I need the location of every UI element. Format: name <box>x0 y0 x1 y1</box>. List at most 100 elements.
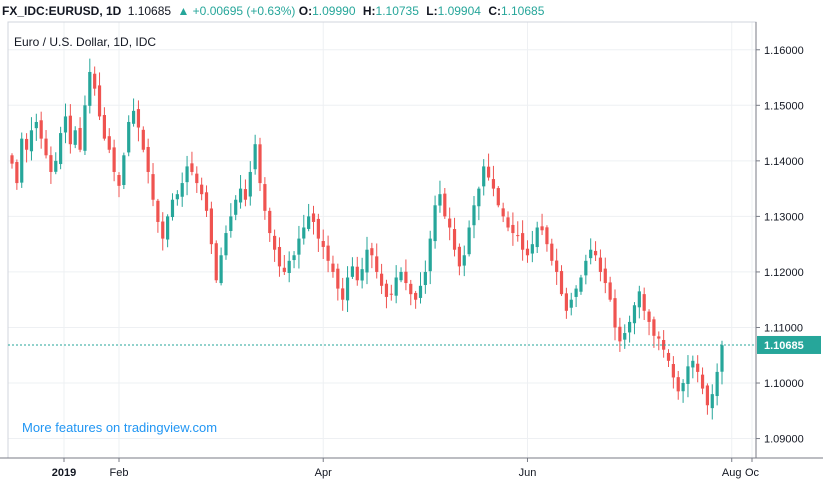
candle-body <box>608 282 612 300</box>
candle-body <box>15 162 19 184</box>
candle-body <box>710 394 714 409</box>
candle-body <box>491 179 496 189</box>
candle-body <box>185 166 189 183</box>
time-tick-label: Feb <box>110 467 129 479</box>
candle-body <box>686 366 690 384</box>
candle-body <box>243 189 248 200</box>
candle-body <box>326 245 330 261</box>
candle-body <box>355 266 359 281</box>
candle-body <box>273 235 277 250</box>
open-label: O: <box>298 4 313 18</box>
candle-body <box>234 199 238 215</box>
candle-body <box>282 267 286 272</box>
candle-body <box>506 217 510 228</box>
candle-body <box>297 238 301 255</box>
candle-body <box>316 218 320 239</box>
candle-body <box>287 260 291 273</box>
price-tick-label: 1.10000 <box>764 378 804 390</box>
candle-body <box>628 321 632 333</box>
candle-body <box>715 371 719 397</box>
candle-body <box>511 224 515 234</box>
candle-body <box>423 271 427 286</box>
time-tick-label: 2019 <box>52 467 76 479</box>
candle-body <box>219 255 223 284</box>
candle-body <box>10 155 14 164</box>
candle-body <box>452 229 457 250</box>
candle-body <box>700 374 705 389</box>
candle-body <box>681 383 685 392</box>
candle-body <box>238 188 243 203</box>
candle-body <box>472 205 476 226</box>
candle-body <box>350 266 355 277</box>
plot-frame <box>7 21 757 459</box>
candle-body <box>180 183 184 197</box>
candle-body <box>666 352 671 361</box>
candle-body <box>486 166 491 178</box>
candle-body <box>618 326 622 342</box>
candle-body <box>34 121 38 129</box>
candle-body <box>78 127 82 150</box>
candle-body <box>598 257 603 272</box>
candle-body <box>540 226 544 231</box>
candle-body <box>555 260 559 272</box>
candle-body <box>268 210 272 234</box>
candle-body <box>720 345 724 372</box>
candle-body <box>54 160 58 172</box>
candle-body <box>302 227 306 239</box>
chart-title: Euro / U.S. Dollar, 1D, IDC <box>14 35 156 49</box>
candle-body <box>652 319 656 336</box>
candle-body <box>127 121 131 153</box>
candle-body <box>662 340 666 350</box>
time-tick-label: Aug <box>722 467 742 479</box>
candle-body <box>482 166 486 187</box>
candle-body <box>632 305 637 324</box>
change-value: +0.00695 (+0.63%) <box>192 4 296 18</box>
price-tick-label: 1.15000 <box>764 100 804 112</box>
candle-body <box>379 273 384 286</box>
candle-body <box>467 227 471 255</box>
candle-body <box>39 120 43 139</box>
last-price-value: 1.10685 <box>127 4 172 18</box>
candle-body <box>336 268 340 289</box>
candle-body <box>209 208 213 245</box>
candle-body <box>696 363 700 372</box>
candle-body <box>389 293 393 295</box>
candle-body <box>545 227 549 245</box>
candle-body <box>175 194 179 200</box>
candle-body <box>603 268 607 284</box>
tradingview-link[interactable]: More features on tradingview.com <box>22 420 217 435</box>
candle-body <box>448 218 452 228</box>
candle-body <box>676 377 680 392</box>
candle-body <box>384 283 389 297</box>
time-tick-label: Apr <box>315 467 332 479</box>
candle-body <box>73 130 77 145</box>
candle-body <box>161 221 165 239</box>
candle-body <box>151 174 155 200</box>
symbol-label[interactable]: FX_IDC:EURUSD, 1D <box>2 4 122 18</box>
price-tick-label: 1.09000 <box>764 434 804 446</box>
candle-body <box>574 288 578 297</box>
candle-body <box>637 291 641 308</box>
candle-body <box>102 115 106 139</box>
candle-body <box>477 188 481 207</box>
candle-body <box>501 208 505 217</box>
candle-body <box>623 333 627 340</box>
high-label: H: <box>362 4 376 18</box>
candle-body <box>569 299 573 308</box>
candle-body <box>365 249 369 273</box>
candle-body <box>131 110 136 124</box>
candle-body <box>433 205 437 242</box>
time-tick-label: Oc <box>745 467 760 479</box>
candle-body <box>657 336 661 339</box>
candle-body <box>136 109 141 128</box>
candle-body <box>579 277 583 292</box>
low-label: L: <box>426 4 438 18</box>
up-arrow-icon: ▲ <box>177 4 190 18</box>
candle-body <box>462 255 466 266</box>
price-tick-label: 1.12000 <box>764 267 804 279</box>
candle-body <box>44 138 48 156</box>
candle-body <box>428 238 432 272</box>
candle-body <box>63 116 68 133</box>
candle-body <box>341 288 345 300</box>
